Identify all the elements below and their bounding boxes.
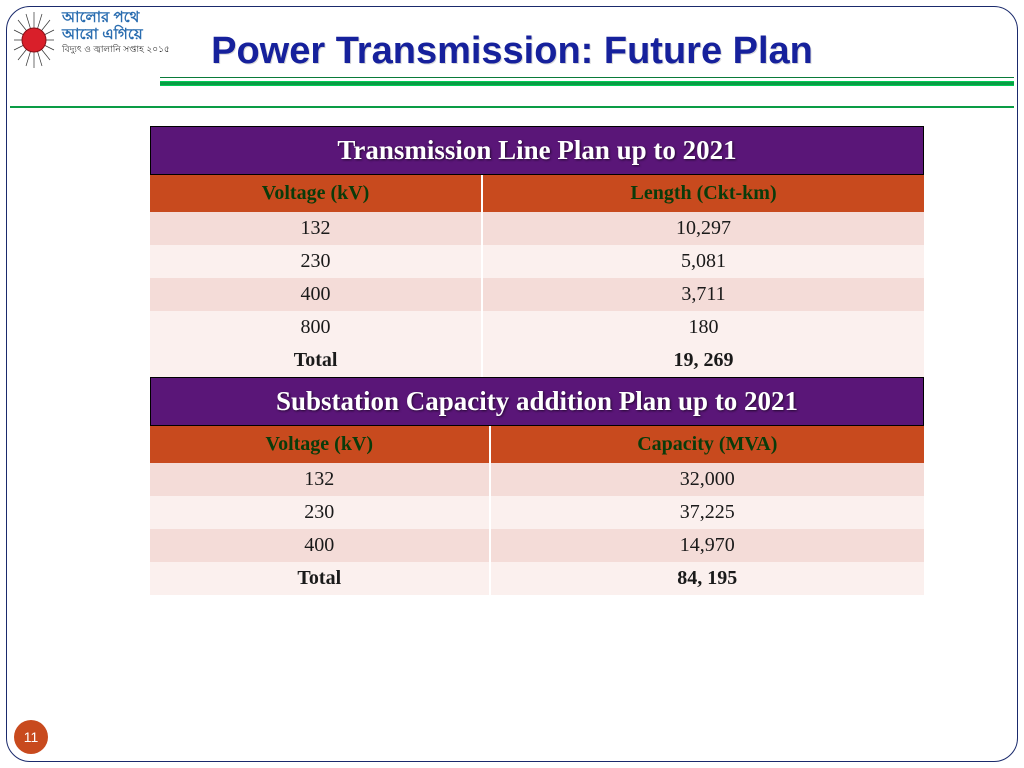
table2-body: 13232,00023037,22540014,970Total84, 195	[150, 463, 924, 595]
substation-capacity-table: Voltage (kV) Capacity (MVA) 13232,000230…	[150, 426, 924, 595]
logo-emblem-icon	[12, 10, 56, 70]
total-value: 84, 195	[490, 562, 924, 595]
table2-title: Substation Capacity addition Plan up to …	[150, 377, 924, 426]
table-cell: 230	[150, 496, 490, 529]
logo-line2: আরো এগিয়ে	[62, 27, 170, 44]
table-cell: 37,225	[490, 496, 924, 529]
table-row: 800180	[150, 311, 924, 344]
transmission-line-table: Voltage (kV) Length (Ckt-km) 13210,29723…	[150, 175, 924, 377]
table1-body: 13210,2972305,0814003,711800180Total19, …	[150, 212, 924, 377]
table-row: 2305,081	[150, 245, 924, 278]
table-cell: 132	[150, 463, 490, 496]
table-row: 40014,970	[150, 529, 924, 562]
header: আলোর পথে আরো এগিয়ে বিদ্যুৎ ও জ্বালানি স…	[0, 0, 1024, 100]
logo: আলোর পথে আরো এগিয়ে বিদ্যুৎ ও জ্বালানি স…	[12, 10, 170, 70]
table-cell: 5,081	[482, 245, 924, 278]
table-row: 13232,000	[150, 463, 924, 496]
table-cell: 32,000	[490, 463, 924, 496]
table-cell: 10,297	[482, 212, 924, 245]
table1-col1: Length (Ckt-km)	[482, 175, 924, 212]
table-total-row: Total19, 269	[150, 344, 924, 377]
logo-text: আলোর পথে আরো এগিয়ে বিদ্যুৎ ও জ্বালানি স…	[62, 10, 170, 55]
table-row: 4003,711	[150, 278, 924, 311]
content-area: Transmission Line Plan up to 2021 Voltag…	[0, 108, 1024, 595]
table-cell: 400	[150, 278, 482, 311]
logo-line3: বিদ্যুৎ ও জ্বালানি সপ্তাহ ২০১৫	[62, 45, 170, 55]
table1-title: Transmission Line Plan up to 2021	[150, 126, 924, 175]
logo-line1: আলোর পথে	[62, 10, 170, 27]
table-total-row: Total84, 195	[150, 562, 924, 595]
table-cell: 180	[482, 311, 924, 344]
table-row: 13210,297	[150, 212, 924, 245]
total-value: 19, 269	[482, 344, 924, 377]
table-cell: 3,711	[482, 278, 924, 311]
page-number-badge: 11	[14, 720, 48, 754]
table2-col0: Voltage (kV)	[150, 426, 490, 463]
table1-col0: Voltage (kV)	[150, 175, 482, 212]
table-cell: 230	[150, 245, 482, 278]
total-label: Total	[150, 562, 490, 595]
table-cell: 14,970	[490, 529, 924, 562]
table-cell: 800	[150, 311, 482, 344]
table2-col1: Capacity (MVA)	[490, 426, 924, 463]
table-cell: 132	[150, 212, 482, 245]
table-row: 23037,225	[150, 496, 924, 529]
table-cell: 400	[150, 529, 490, 562]
title-divider	[160, 77, 1014, 86]
total-label: Total	[150, 344, 482, 377]
